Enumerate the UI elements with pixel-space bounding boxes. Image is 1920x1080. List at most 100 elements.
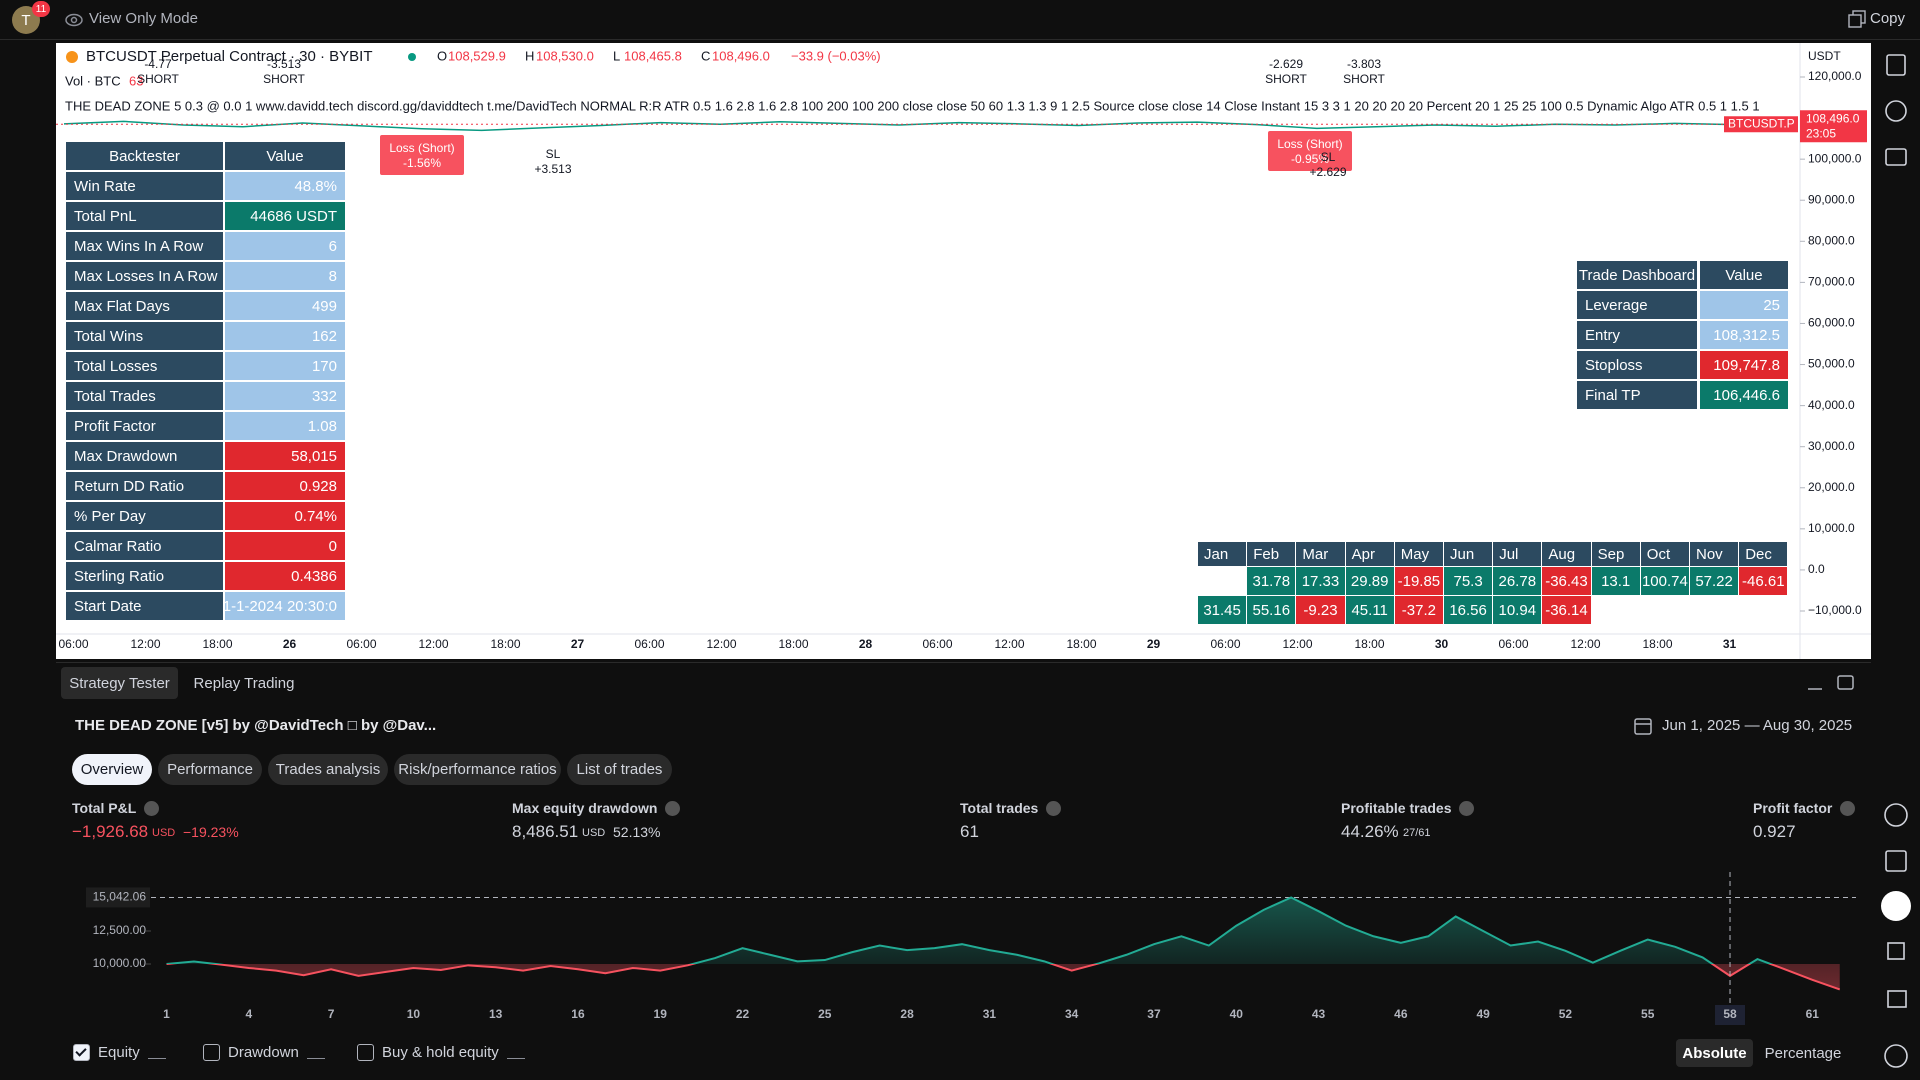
table-row-label: Max Drawdown: [66, 442, 223, 470]
annotation-text: -4.77: [144, 57, 172, 71]
icon-chat[interactable]: [1885, 148, 1907, 166]
annotation-text: -0.95%: [1291, 152, 1329, 166]
symbol-icon: [66, 51, 78, 63]
table-row-value: 6: [225, 232, 345, 260]
table-row-value: 0: [225, 532, 345, 560]
checkbox[interactable]: [73, 1044, 90, 1061]
copy-button[interactable]: Copy: [1870, 10, 1906, 27]
checkbox-label[interactable]: Buy & hold equity: [382, 1044, 499, 1061]
month-return: 75.3: [1444, 567, 1493, 595]
tab-pill[interactable]: Risk/performance ratios: [394, 754, 561, 785]
month-return: 17.33: [1296, 567, 1345, 595]
icon-notifications[interactable]: [1887, 990, 1907, 1008]
series-icon: [507, 1047, 525, 1059]
strategy-title: THE DEAD ZONE [v5] by @DavidTech □ by @D…: [75, 717, 437, 734]
annotation-text: SHORT: [137, 72, 179, 86]
icon-watchlist[interactable]: [1886, 54, 1906, 76]
table-row-label: Calmar Ratio: [66, 532, 223, 560]
table-row-label: Entry: [1577, 321, 1697, 349]
tab-pill[interactable]: Trades analysis: [268, 754, 388, 785]
tab-pill[interactable]: Performance: [158, 754, 262, 785]
icon-apps[interactable]: [1881, 891, 1911, 921]
symbol-name: BTCUSDT Perpetual Contract · 30 · BYBIT: [86, 48, 373, 65]
metric-label: Total P&L: [72, 800, 137, 816]
currency-select: USDT: [1808, 49, 1841, 63]
time-label: 18:00: [202, 637, 232, 651]
metric-label: Total trades: [960, 800, 1039, 816]
annotation-text: Loss (Short): [1277, 137, 1342, 151]
ohlc-key: L: [613, 48, 620, 63]
eye-icon: [65, 13, 83, 27]
x-tick-label: 43: [1312, 1007, 1326, 1021]
metric-value: 44.26%: [1341, 822, 1399, 841]
x-tick-label: 13: [489, 1007, 503, 1021]
table-row-label: Max Wins In A Row: [66, 232, 223, 260]
date-range[interactable]: Jun 1, 2025 — Aug 30, 2025: [1662, 717, 1853, 734]
time-label: 06:00: [1210, 637, 1240, 651]
month-return: -9.23: [1296, 596, 1345, 624]
table-row-value: 0.928: [225, 472, 345, 500]
table-row-label: Max Losses In A Row: [66, 262, 223, 290]
time-label: 28: [859, 637, 873, 651]
annotation-text: SHORT: [263, 72, 305, 86]
equity-line-up: [166, 896, 1774, 964]
price-tick-label: −10,000.0: [1808, 603, 1862, 617]
month-header: May: [1394, 542, 1443, 566]
time-label: 12:00: [1282, 637, 1312, 651]
top-bar: [0, 0, 1920, 40]
x-tick-label: 52: [1559, 1007, 1573, 1021]
time-label: 18:00: [1642, 637, 1672, 651]
maximize[interactable]: [1837, 675, 1854, 690]
price-tick-label: 90,000.0: [1808, 192, 1855, 206]
checkbox-label[interactable]: Drawdown: [228, 1044, 299, 1061]
mode-absolute[interactable]: Absolute: [1676, 1039, 1753, 1067]
month-return: 26.78: [1493, 567, 1542, 595]
tab-strategy-tester[interactable]: Strategy Tester: [61, 667, 178, 699]
table-row-label: Total Wins: [66, 322, 223, 350]
table-row-label: Total Losses: [66, 352, 223, 380]
x-tick-label: 61: [1806, 1007, 1820, 1021]
table-row-value: 332: [225, 382, 345, 410]
equity-chart: 15,042.06 12,500.00 10,000.00 1 4 7 10 13 16 19 22…: [86, 872, 1856, 1025]
metric-unit: USD: [582, 827, 606, 839]
mode-percentage[interactable]: Percentage: [1764, 1044, 1842, 1062]
time-label: 30: [1435, 637, 1449, 651]
table-row-label: Win Rate: [66, 172, 223, 200]
table-row-label: Leverage: [1577, 291, 1697, 319]
icon-feed[interactable]: [1887, 942, 1905, 960]
icon-speed[interactable]: [1884, 803, 1908, 827]
icon-calendar[interactable]: [1885, 850, 1907, 872]
checkbox[interactable]: [357, 1044, 374, 1061]
price-tick-label: 70,000.0: [1808, 275, 1855, 289]
annotation-text: -1.56%: [403, 156, 441, 170]
table-header-label: Backtester: [66, 142, 223, 170]
tab-pill[interactable]: List of trades: [567, 754, 672, 785]
checkbox-label[interactable]: Equity: [98, 1044, 140, 1061]
time-label: 18:00: [778, 637, 808, 651]
icon-alerts[interactable]: [1885, 100, 1907, 122]
month-return: 57.22: [1690, 567, 1739, 595]
annotation-box: [380, 135, 464, 175]
x-tick-label: 37: [1147, 1007, 1161, 1021]
checkbox[interactable]: [203, 1044, 220, 1061]
time-label: 06:00: [346, 637, 376, 651]
metric-extra: 27/61: [1403, 827, 1431, 839]
price-tick-label: 100,000.0: [1808, 151, 1862, 165]
tab-replay[interactable]: Replay Trading: [193, 674, 295, 692]
month-header: Jul: [1493, 542, 1542, 566]
table-row-value: 108,312.5: [1700, 321, 1788, 349]
month-return: 31.78: [1247, 567, 1296, 595]
x-tick-label: 4: [245, 1007, 252, 1021]
annotation-text: -3.803: [1347, 57, 1381, 71]
tab-pill[interactable]: Overview: [72, 754, 152, 785]
time-label: 06:00: [922, 637, 952, 651]
x-tick-label: 31: [983, 1007, 997, 1021]
month-header: Jun: [1444, 542, 1493, 566]
price-tick-label: 40,000.0: [1808, 398, 1855, 412]
table-row-label: Start Date: [66, 592, 223, 620]
icon-help[interactable]: [1884, 1044, 1908, 1068]
ohlc-key: O: [437, 48, 447, 63]
month-return: 55.16: [1247, 596, 1296, 624]
equity-line-down: [166, 964, 1841, 991]
